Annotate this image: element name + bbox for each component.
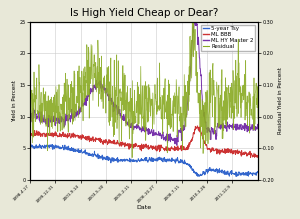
Legend: 5-year Tsy, ML BBB, ML HY Master 2, Residual: 5-year Tsy, ML BBB, ML HY Master 2, Resi… <box>201 25 255 51</box>
Title: Is High Yield Cheap or Dear?: Is High Yield Cheap or Dear? <box>70 8 218 18</box>
Y-axis label: Yield in Percent: Yield in Percent <box>12 80 17 122</box>
Y-axis label: Residual Yield in Percent: Residual Yield in Percent <box>278 67 283 134</box>
X-axis label: Date: Date <box>136 205 152 210</box>
